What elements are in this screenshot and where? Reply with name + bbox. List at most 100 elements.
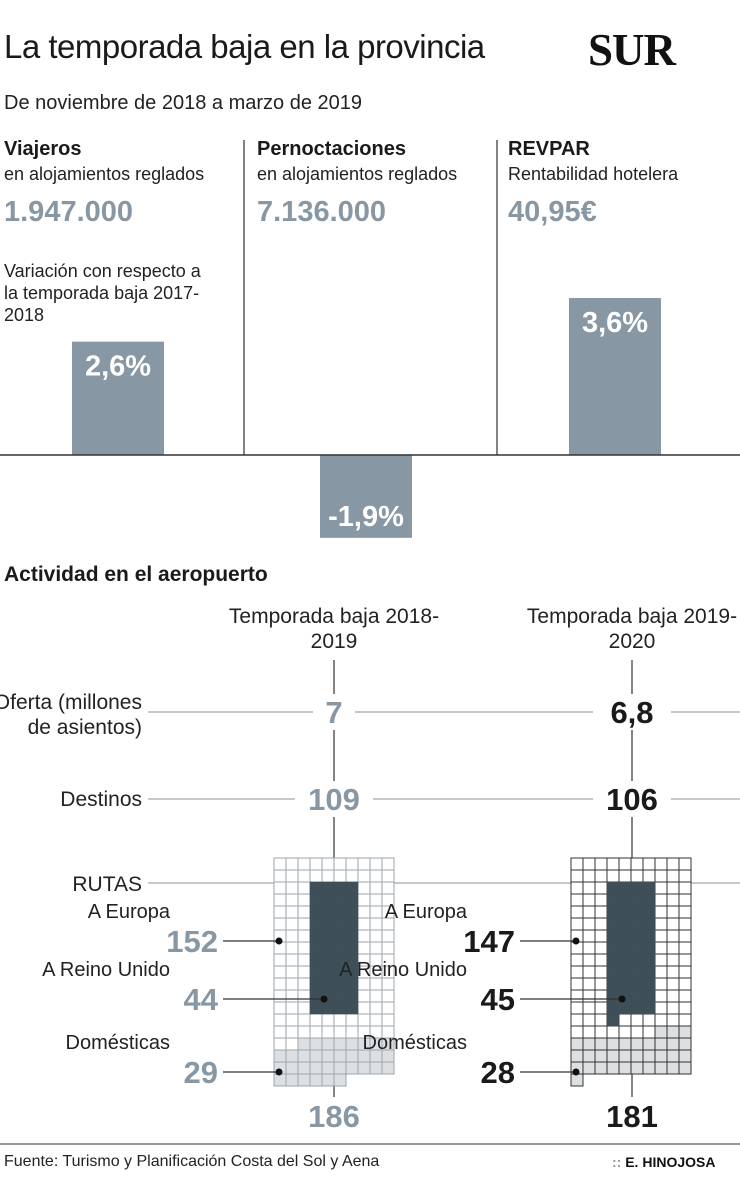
waffle-cell — [678, 1025, 692, 1039]
waffle-cell — [285, 881, 299, 895]
waffle-uk-cell — [642, 881, 656, 895]
waffle-uk-cell — [630, 929, 644, 943]
waffle-cell — [594, 953, 608, 967]
waffle-cell — [666, 1049, 680, 1063]
route-category-label: A Reino Unido — [42, 959, 170, 981]
waffle-cell — [297, 905, 311, 919]
waffle-uk-cell — [345, 929, 359, 943]
waffle-cell — [582, 1001, 596, 1015]
waffle-cell — [285, 917, 299, 931]
waffle-uk-cell — [345, 989, 359, 1003]
waffle-cell — [582, 1061, 596, 1075]
waffle-cell — [678, 965, 692, 979]
value-label-bg — [593, 694, 671, 730]
waffle-cell — [321, 1073, 335, 1087]
page-title: La temporada baja en la provincia — [4, 28, 485, 65]
waffle-cell — [273, 965, 287, 979]
variation-bar-label: -1,9% — [328, 501, 404, 533]
waffle-cell — [369, 917, 383, 931]
waffle-cell — [654, 989, 668, 1003]
kpi-viajeros-value: 1.947.000 — [4, 196, 134, 228]
kpi-viajeros-title: Viajeros — [4, 138, 82, 160]
waffle-cell — [582, 929, 596, 943]
route-category-label: Domésticas — [363, 1032, 467, 1054]
waffle-uk-cell — [630, 905, 644, 919]
kpi-revpar-value: 40,95€ — [508, 196, 597, 228]
waffle-cell — [570, 1013, 584, 1027]
value-label-bg — [313, 694, 355, 730]
waffle-cell — [309, 869, 323, 883]
waffle-uk-cell — [606, 905, 620, 919]
waffle-uk-cell — [642, 965, 656, 979]
waffle-uk-cell — [642, 953, 656, 967]
waffle-uk-cell — [333, 881, 347, 895]
waffle-cell — [285, 965, 299, 979]
waffle-cell — [381, 1013, 395, 1027]
waffle-uk-cell — [630, 977, 644, 991]
route-value-label: 147 — [463, 924, 515, 959]
waffle-cell — [369, 881, 383, 895]
waffle-cell — [630, 1025, 644, 1039]
waffle-cell — [273, 1001, 287, 1015]
waffle-uk-cell — [333, 989, 347, 1003]
waffle-uk-cell — [309, 965, 323, 979]
waffle-cell — [666, 929, 680, 943]
waffle-uk-cell — [321, 929, 335, 943]
waffle-cell — [654, 917, 668, 931]
page-subtitle: De noviembre de 2018 a marzo de 2019 — [4, 92, 363, 114]
waffle-uk-cell — [618, 881, 632, 895]
kpi-revpar-subtitle: Rentabilidad hotelera — [508, 164, 679, 184]
waffle-uk-cell — [606, 953, 620, 967]
waffle-cell — [654, 1049, 668, 1063]
waffle-cell — [285, 1013, 299, 1027]
waffle-cell — [582, 905, 596, 919]
waffle-cell — [333, 1061, 347, 1075]
waffle-cell — [594, 1049, 608, 1063]
waffle-cell — [630, 1013, 644, 1027]
waffle-cell — [369, 929, 383, 943]
waffle-cell — [618, 1025, 632, 1039]
waffle-uk-cell — [618, 941, 632, 955]
waffle-cell — [273, 1037, 287, 1051]
waffle-cell — [582, 869, 596, 883]
waffle-cell — [618, 1037, 632, 1051]
row-label-rutas: RUTAS — [72, 873, 142, 896]
waffle-cell — [642, 1013, 656, 1027]
waffle-cell — [297, 917, 311, 931]
route-pointer-dot — [320, 995, 328, 1003]
waffle-cell — [570, 1001, 584, 1015]
waffle-cell — [285, 905, 299, 919]
waffle-cell — [309, 1073, 323, 1087]
waffle-cell — [273, 917, 287, 931]
waffle-cell — [654, 1013, 668, 1027]
waffle-cell — [654, 1025, 668, 1039]
waffle-cell — [594, 977, 608, 991]
waffle-uk-cell — [642, 977, 656, 991]
waffle-cell — [357, 1013, 371, 1027]
value-label-bg — [294, 1097, 374, 1135]
waffle-cell — [273, 1013, 287, 1027]
waffle-cell — [285, 977, 299, 991]
airport-section-title: Actividad en el aeropuerto — [4, 563, 268, 586]
waffle-cell — [321, 1037, 335, 1051]
waffle-cell — [357, 989, 371, 1003]
waffle-cell — [654, 905, 668, 919]
waffle-uk-cell — [642, 989, 656, 1003]
variation-note: Variación con respecto a la temporada ba… — [4, 261, 201, 325]
waffle-cell — [570, 881, 584, 895]
waffle-cell — [642, 1061, 656, 1075]
waffle-cell — [381, 869, 395, 883]
waffle-cell — [285, 953, 299, 967]
waffle-cell — [285, 1073, 299, 1087]
waffle-cell — [666, 941, 680, 955]
waffle-cell — [285, 1061, 299, 1075]
waffle-cell — [666, 905, 680, 919]
waffle-cell — [666, 893, 680, 907]
waffle-uk-cell — [321, 905, 335, 919]
table-value-label: 7 — [325, 695, 342, 730]
waffle-cell — [666, 977, 680, 991]
waffle-cell — [678, 881, 692, 895]
waffle-uk-cell — [309, 989, 323, 1003]
waffle-cell — [297, 881, 311, 895]
waffle-cell — [654, 929, 668, 943]
